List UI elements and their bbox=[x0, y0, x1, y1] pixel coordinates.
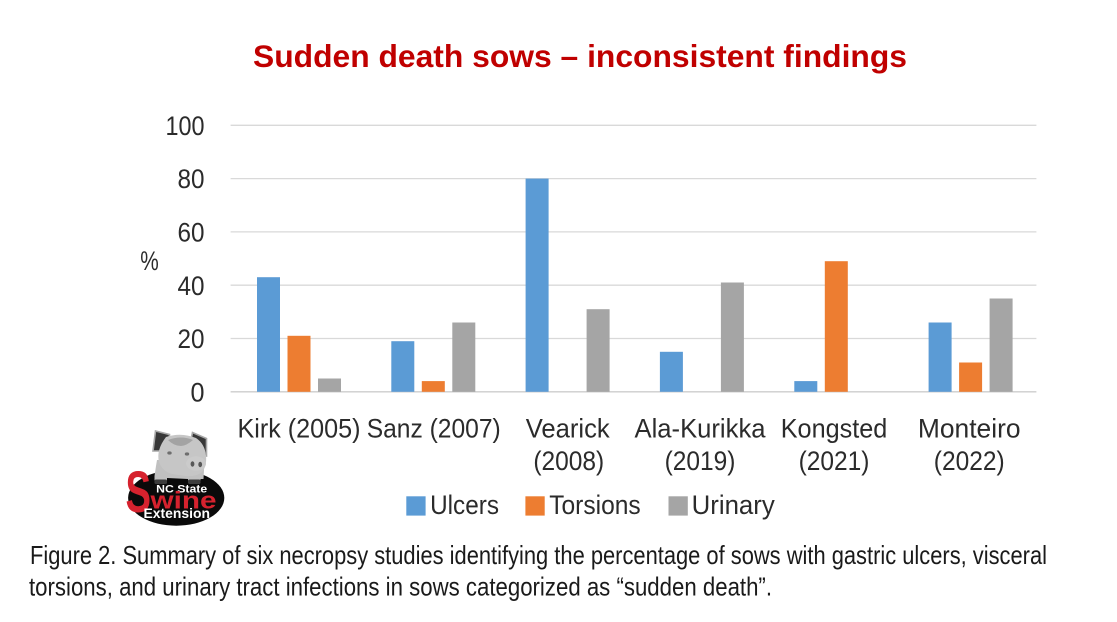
svg-text:wine: wine bbox=[149, 488, 216, 515]
svg-text:Vearick: Vearick bbox=[526, 414, 610, 444]
svg-text:Ala-Kurikka: Ala-Kurikka bbox=[635, 414, 767, 444]
svg-text:%: % bbox=[140, 246, 159, 276]
svg-text:20: 20 bbox=[178, 324, 205, 354]
svg-text:S: S bbox=[126, 460, 152, 525]
svg-text:(2019): (2019) bbox=[665, 446, 736, 476]
svg-text:Extension: Extension bbox=[144, 506, 211, 521]
svg-text:Monteiro: Monteiro bbox=[918, 414, 1021, 444]
svg-text:Urinary: Urinary bbox=[692, 490, 776, 520]
svg-text:Torsions: Torsions bbox=[549, 490, 641, 520]
svg-text:Sudden death sows – inconsiste: Sudden death sows – inconsistent finding… bbox=[253, 38, 907, 74]
svg-text:Kirk (2005): Kirk (2005) bbox=[238, 414, 361, 444]
svg-text:Sanz (2007): Sanz (2007) bbox=[367, 414, 501, 444]
svg-text:NC State: NC State bbox=[156, 483, 207, 495]
svg-text:(2021): (2021) bbox=[799, 446, 870, 476]
svg-text:(2022): (2022) bbox=[934, 446, 1005, 476]
svg-text:100: 100 bbox=[166, 111, 205, 141]
svg-text:Kongsted: Kongsted bbox=[781, 414, 888, 444]
svg-text:80: 80 bbox=[178, 164, 205, 194]
svg-text:60: 60 bbox=[178, 218, 205, 248]
svg-text:Figure 2. Summary of six necro: Figure 2. Summary of six necropsy studie… bbox=[30, 540, 1047, 570]
svg-text:0: 0 bbox=[191, 377, 205, 407]
svg-text:40: 40 bbox=[178, 271, 205, 301]
svg-text:Ulcers: Ulcers bbox=[430, 490, 499, 520]
svg-text:(2008): (2008) bbox=[533, 446, 604, 476]
svg-text:torsions, and urinary tract in: torsions, and urinary tract infections i… bbox=[29, 572, 772, 602]
